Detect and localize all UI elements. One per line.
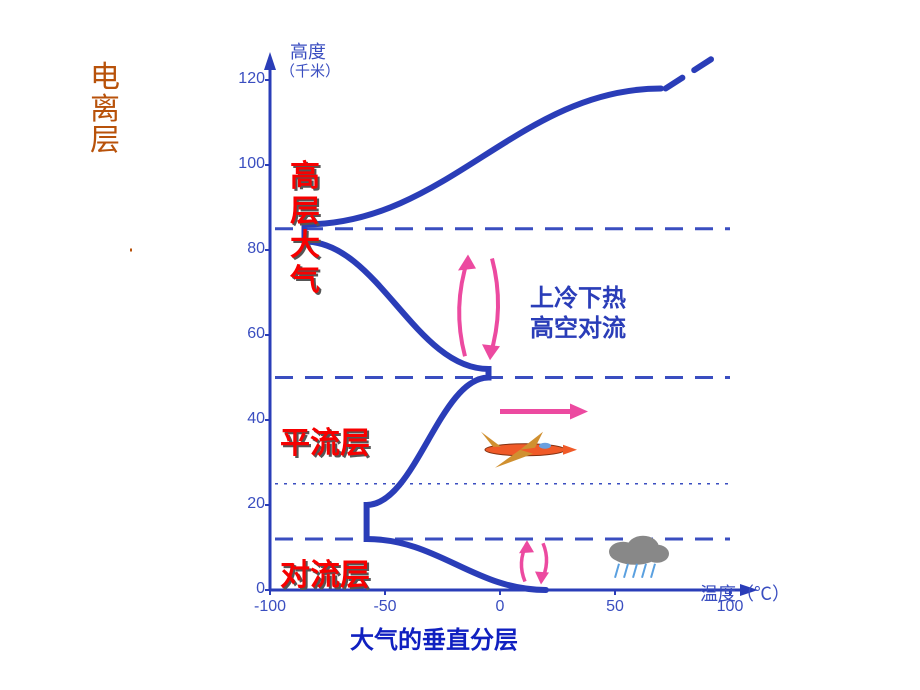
temperature-altitude-chart xyxy=(130,30,790,660)
y-tick-label: 120 xyxy=(230,70,265,88)
horizontal-flow-arrow-icon xyxy=(500,404,588,420)
x-tick-label: -100 xyxy=(245,598,295,616)
chart-title: 大气的垂直分层 xyxy=(350,620,518,655)
stratosphere-label: 平流层 xyxy=(280,418,370,462)
ionosphere-label: 电离层 xyxy=(90,62,120,157)
chart-container: 高度 （千米） 温度（℃） 大气的垂直分层 电离层 高层大气 平流层 对流层 上… xyxy=(130,30,790,660)
convection-arrows-troposphere xyxy=(519,540,549,584)
x-tick-label: 0 xyxy=(475,598,525,616)
y-tick-label: 80 xyxy=(230,240,265,258)
y-tick-label: 0 xyxy=(230,580,265,598)
y-tick-label: 60 xyxy=(230,325,265,343)
convection-arrows-upper xyxy=(458,255,500,361)
raincloud-icon xyxy=(609,536,669,578)
airplane-icon xyxy=(481,432,577,468)
x-tick-label: -50 xyxy=(360,598,410,616)
x-tick-label: 100 xyxy=(705,598,755,616)
note-convection: 高空对流 xyxy=(530,308,626,343)
y-axis-label-2: （千米） xyxy=(280,60,340,81)
ionosphere-range-icon xyxy=(130,80,132,250)
upper-atmosphere-label: 高层大气 xyxy=(290,160,324,298)
troposphere-label: 对流层 xyxy=(280,550,370,594)
x-tick-label: 50 xyxy=(590,598,640,616)
y-tick-label: 20 xyxy=(230,495,265,513)
y-tick-label: 100 xyxy=(230,155,265,173)
y-tick-label: 40 xyxy=(230,410,265,428)
